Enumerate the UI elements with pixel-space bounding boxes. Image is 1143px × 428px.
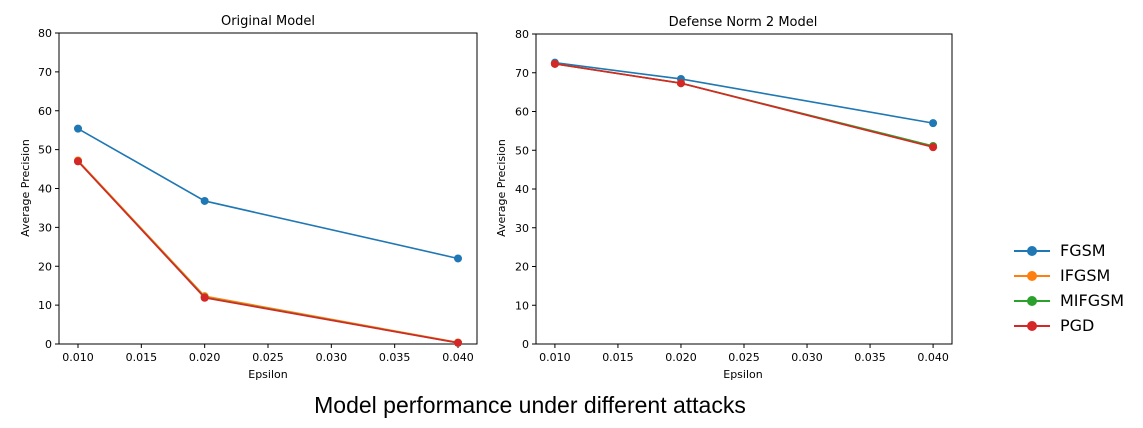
x-tick-label: 0.035 <box>379 351 411 364</box>
x-tick-label: 0.040 <box>442 351 474 364</box>
chart-defense-norm-2-model: Defense Norm 2 Model Epsilon Average Pre… <box>495 15 953 381</box>
x-tick-label: 0.015 <box>602 351 634 364</box>
x-tick-label: 0.040 <box>917 351 949 364</box>
series-line-ifgsm <box>77 159 459 344</box>
data-point-pgd <box>74 157 82 166</box>
legend-label: MIFGSM <box>1060 291 1125 310</box>
x-tick-label: 0.020 <box>665 351 697 364</box>
data-point-pgd <box>929 143 938 152</box>
legend-item-pgd: PGD <box>1012 313 1124 338</box>
y-tick-label: 0 <box>522 338 529 351</box>
x-tick-label: 0.020 <box>189 351 221 364</box>
data-point-pgd <box>200 293 209 302</box>
chart-original-model: Original Model Epsilon Average Precision… <box>19 14 478 381</box>
x-tick-label: 0.030 <box>791 351 823 364</box>
series-line-pgd <box>77 160 459 344</box>
x-tick-label: 0.010 <box>62 351 94 364</box>
series-line-ifgsm <box>554 63 934 148</box>
y-axis-label: Average Precision <box>495 139 508 237</box>
series-line-pgd <box>554 63 934 148</box>
y-tick-label: 50 <box>515 144 529 157</box>
y-axis-label: Average Precision <box>19 139 32 237</box>
x-tick-label: 0.030 <box>316 351 348 364</box>
y-tick-label: 60 <box>38 105 52 118</box>
data-point-pgd <box>550 59 559 68</box>
y-tick-label: 10 <box>38 299 52 312</box>
legend-item-ifgsm: IFGSM <box>1012 263 1124 288</box>
y-tick-label: 20 <box>515 261 529 274</box>
x-tick-label: 0.025 <box>728 351 760 364</box>
data-point-fgsm <box>454 254 462 263</box>
figure-caption: Model performance under different attack… <box>314 392 746 418</box>
x-tick-label: 0.010 <box>539 351 571 364</box>
legend: FGSM IFGSM MIFGSM PGD <box>1012 238 1124 338</box>
series-line-mifgsm <box>554 63 934 147</box>
chart-title: Defense Norm 2 Model <box>669 15 818 30</box>
y-tick-label: 70 <box>515 67 529 80</box>
data-point-fgsm <box>200 196 209 205</box>
legend-swatch-mifgsm <box>1014 295 1050 306</box>
legend-swatch-fgsm <box>1014 245 1050 256</box>
data-point-fgsm <box>929 119 938 128</box>
data-point-fgsm <box>74 124 82 133</box>
legend-item-fgsm: FGSM <box>1012 238 1124 263</box>
y-tick-label: 40 <box>38 183 52 196</box>
legend-item-mifgsm: MIFGSM <box>1012 288 1124 313</box>
y-tick-label: 80 <box>38 27 52 40</box>
y-tick-label: 40 <box>515 183 529 196</box>
plot-frame <box>58 32 478 345</box>
x-axis-label: Epsilon <box>723 368 763 381</box>
y-tick-label: 10 <box>515 299 529 312</box>
x-axis-label: Epsilon <box>248 368 288 381</box>
series-line-fgsm <box>77 127 459 260</box>
x-tick-label: 0.025 <box>252 351 284 364</box>
x-tick-label: 0.035 <box>854 351 886 364</box>
plot-frame <box>535 33 953 345</box>
legend-label: IFGSM <box>1060 266 1111 285</box>
data-point-pgd <box>454 338 462 347</box>
y-tick-label: 20 <box>38 260 52 273</box>
y-tick-label: 70 <box>38 66 52 79</box>
y-tick-label: 0 <box>45 338 52 351</box>
y-tick-label: 30 <box>38 221 52 234</box>
chart-title: Original Model <box>221 14 315 29</box>
legend-label: PGD <box>1060 316 1095 335</box>
y-tick-label: 80 <box>515 28 529 41</box>
data-point-pgd <box>676 79 685 88</box>
y-tick-label: 30 <box>515 222 529 235</box>
legend-label: FGSM <box>1060 241 1106 260</box>
x-tick-label: 0.015 <box>126 351 158 364</box>
y-tick-label: 60 <box>515 106 529 119</box>
y-tick-label: 50 <box>38 144 52 157</box>
series-line-mifgsm <box>77 160 459 344</box>
legend-swatch-ifgsm <box>1014 270 1050 281</box>
series-line-fgsm <box>554 61 934 124</box>
legend-swatch-pgd <box>1014 320 1050 331</box>
